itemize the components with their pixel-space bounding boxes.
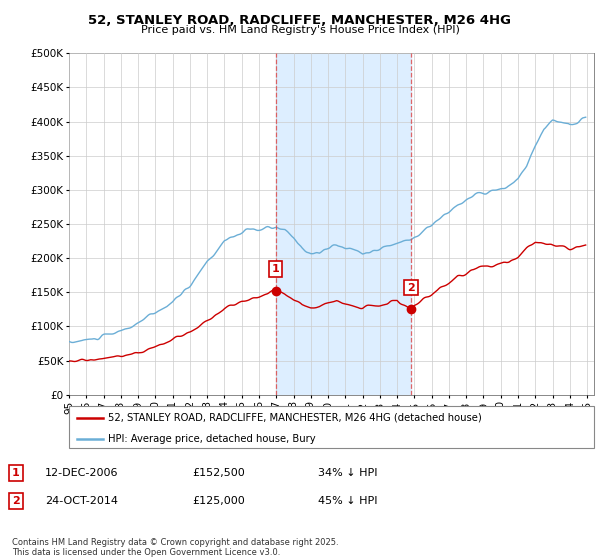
Text: £125,000: £125,000 — [192, 496, 245, 506]
Text: HPI: Average price, detached house, Bury: HPI: Average price, detached house, Bury — [109, 434, 316, 444]
Text: 2: 2 — [407, 283, 415, 292]
Text: 52, STANLEY ROAD, RADCLIFFE, MANCHESTER, M26 4HG: 52, STANLEY ROAD, RADCLIFFE, MANCHESTER,… — [89, 14, 511, 27]
Text: Price paid vs. HM Land Registry's House Price Index (HPI): Price paid vs. HM Land Registry's House … — [140, 25, 460, 35]
Text: 1: 1 — [272, 264, 280, 274]
Text: 12-DEC-2006: 12-DEC-2006 — [45, 468, 119, 478]
Text: 2: 2 — [12, 496, 20, 506]
Text: Contains HM Land Registry data © Crown copyright and database right 2025.
This d: Contains HM Land Registry data © Crown c… — [12, 538, 338, 557]
Text: 24-OCT-2014: 24-OCT-2014 — [45, 496, 118, 506]
Text: 1: 1 — [12, 468, 20, 478]
Text: £152,500: £152,500 — [192, 468, 245, 478]
Bar — [275, 53, 411, 395]
Text: 45% ↓ HPI: 45% ↓ HPI — [318, 496, 377, 506]
Text: 34% ↓ HPI: 34% ↓ HPI — [318, 468, 377, 478]
Text: 52, STANLEY ROAD, RADCLIFFE, MANCHESTER, M26 4HG (detached house): 52, STANLEY ROAD, RADCLIFFE, MANCHESTER,… — [109, 413, 482, 423]
